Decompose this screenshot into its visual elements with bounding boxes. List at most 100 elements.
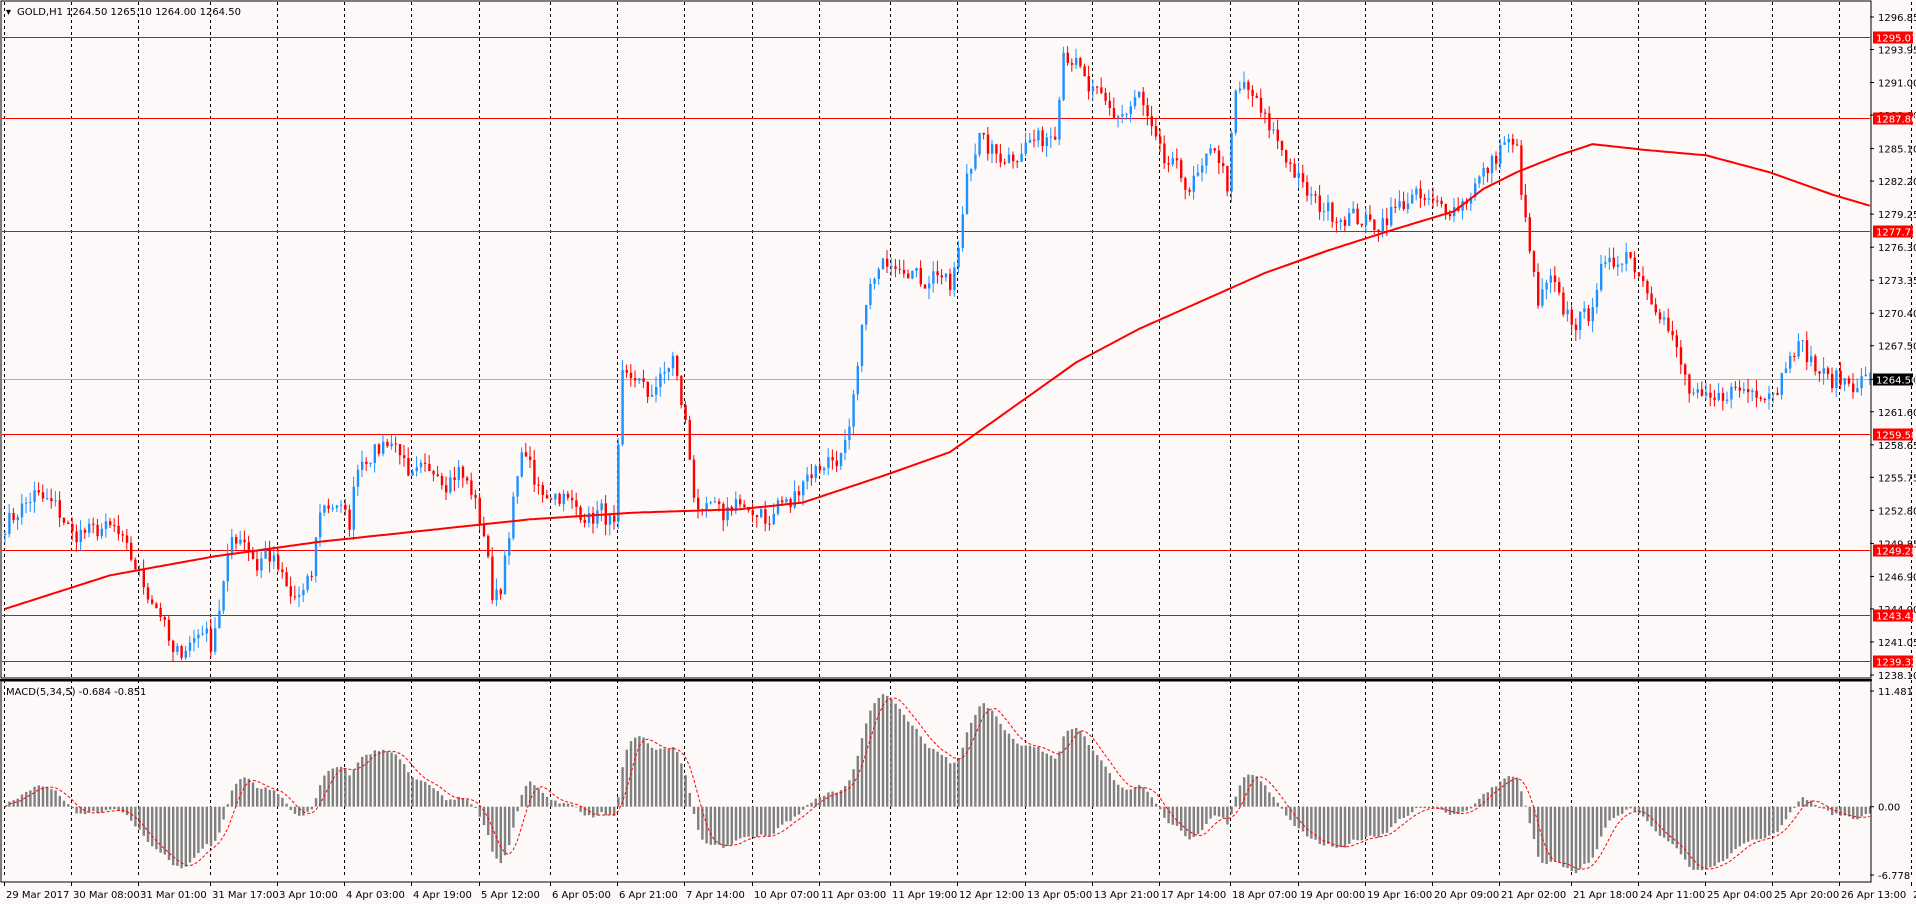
candle bbox=[46, 488, 49, 501]
candle bbox=[550, 497, 553, 501]
macd-bar bbox=[79, 806, 82, 814]
candle bbox=[886, 250, 889, 273]
candle bbox=[474, 489, 477, 509]
macd-bar bbox=[684, 775, 687, 807]
candle bbox=[1499, 138, 1502, 169]
macd-bar bbox=[1562, 806, 1565, 868]
x-tick-label: 25 Apr 04:00 bbox=[1707, 890, 1772, 901]
candle bbox=[440, 472, 444, 490]
macd-bar bbox=[247, 778, 250, 807]
candle bbox=[58, 491, 61, 528]
macd-bar bbox=[310, 806, 313, 810]
macd-bar bbox=[1453, 806, 1456, 814]
candle bbox=[214, 617, 217, 655]
candle bbox=[545, 489, 549, 499]
candle bbox=[436, 465, 439, 478]
macd-bar bbox=[512, 806, 515, 828]
macd-bar bbox=[281, 797, 284, 807]
macd-bar bbox=[1579, 806, 1582, 869]
macd-bar bbox=[1222, 806, 1225, 818]
y-tick-label: 1238.10 bbox=[1878, 671, 1916, 682]
candle bbox=[1587, 304, 1590, 326]
macd-bar bbox=[583, 806, 586, 816]
macd-bar bbox=[1709, 806, 1712, 868]
candle bbox=[1171, 151, 1174, 167]
candle bbox=[1016, 160, 1019, 169]
macd-bar bbox=[251, 782, 255, 807]
candle bbox=[1373, 219, 1376, 235]
macd-bar bbox=[474, 806, 477, 808]
macd-bar bbox=[1637, 806, 1641, 814]
candle bbox=[1310, 186, 1313, 205]
macd-bar bbox=[188, 806, 192, 863]
current-price-label: 1264.50 bbox=[1876, 376, 1916, 387]
candle bbox=[1028, 133, 1032, 143]
candle bbox=[739, 494, 742, 508]
candle bbox=[1045, 132, 1048, 157]
candle bbox=[1322, 202, 1326, 222]
candle bbox=[419, 459, 423, 474]
level-tag bbox=[1873, 428, 1913, 441]
candle bbox=[953, 261, 956, 297]
candle bbox=[1721, 387, 1725, 411]
header-dropdown-icon[interactable]: ▾ bbox=[6, 7, 11, 18]
candle bbox=[533, 449, 536, 493]
candle bbox=[1226, 165, 1229, 197]
candle bbox=[944, 273, 948, 282]
candle bbox=[1012, 151, 1015, 169]
macd-bar bbox=[289, 806, 292, 810]
macd-bar bbox=[1524, 805, 1527, 807]
candle bbox=[382, 434, 385, 457]
x-tick-label: 27 Apr 06:00 bbox=[1913, 890, 1916, 901]
candle bbox=[167, 615, 171, 646]
candle bbox=[16, 514, 19, 530]
macd-bar bbox=[1461, 806, 1464, 812]
candle bbox=[453, 466, 456, 492]
candle bbox=[1637, 272, 1641, 278]
macd-bar bbox=[1528, 806, 1531, 824]
x-tick-label: 21 Apr 18:00 bbox=[1573, 890, 1638, 901]
y-tick-label: 1296.85 bbox=[1878, 13, 1916, 24]
candle bbox=[1238, 81, 1242, 94]
candle bbox=[1436, 195, 1439, 207]
macd-bar bbox=[33, 786, 36, 807]
macd-bar bbox=[41, 786, 45, 807]
candle bbox=[566, 491, 570, 501]
candle bbox=[1579, 311, 1582, 340]
candle bbox=[1440, 196, 1443, 208]
macd-bar bbox=[835, 792, 838, 807]
x-tick-label: 19 Apr 00:00 bbox=[1300, 890, 1365, 901]
macd-bar bbox=[1474, 803, 1477, 807]
macd-bar bbox=[1671, 806, 1674, 845]
macd-bar bbox=[109, 806, 112, 810]
candle bbox=[151, 595, 154, 605]
candle bbox=[986, 126, 990, 161]
macd-bar bbox=[806, 804, 809, 807]
candle bbox=[487, 534, 490, 559]
candle bbox=[79, 520, 82, 552]
macd-bar bbox=[1747, 806, 1750, 842]
candle bbox=[923, 284, 927, 289]
candle bbox=[873, 277, 876, 290]
candle bbox=[415, 456, 418, 477]
y-tick-label: 1291.00 bbox=[1878, 79, 1916, 90]
macd-bar bbox=[621, 767, 624, 807]
candle bbox=[201, 625, 204, 636]
candle bbox=[193, 629, 196, 652]
candle bbox=[1205, 153, 1208, 174]
candle bbox=[940, 269, 943, 285]
candle bbox=[1255, 92, 1258, 99]
macd-bar bbox=[340, 766, 343, 807]
x-tick-label: 19 Apr 16:00 bbox=[1367, 890, 1432, 901]
macd-bar bbox=[361, 756, 364, 807]
x-tick-label: 5 Apr 12:00 bbox=[481, 890, 540, 901]
macd-bar bbox=[1138, 784, 1141, 807]
macd-bar bbox=[554, 800, 557, 807]
macd-bar bbox=[625, 749, 628, 807]
candle bbox=[1142, 87, 1145, 116]
macd-bar bbox=[638, 736, 641, 807]
macd-bar bbox=[1457, 806, 1460, 815]
candle bbox=[1390, 197, 1393, 228]
level-tag-label: 1243.43 bbox=[1876, 612, 1916, 623]
